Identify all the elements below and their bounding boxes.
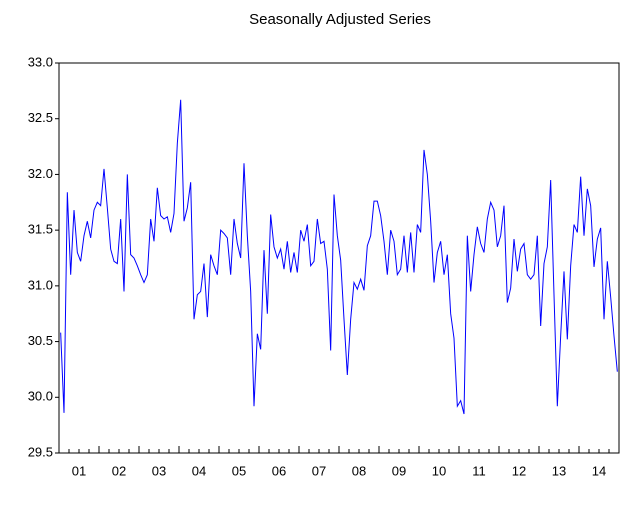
x-tick-label: 08 xyxy=(352,463,366,478)
x-tick-label: 01 xyxy=(72,463,86,478)
data-line xyxy=(60,99,618,415)
x-tick-label: 02 xyxy=(112,463,126,478)
y-tick-label: 30.5 xyxy=(28,333,53,348)
x-tick-label: 05 xyxy=(232,463,246,478)
y-tick-label: 30.0 xyxy=(28,389,53,404)
x-tick-label: 03 xyxy=(152,463,166,478)
chart-title: Seasonally Adjusted Series xyxy=(249,11,431,28)
x-tick-label: 04 xyxy=(192,463,206,478)
y-tick-label: 32.5 xyxy=(28,110,53,125)
x-tick-label: 12 xyxy=(512,463,526,478)
x-tick-label: 06 xyxy=(272,463,286,478)
y-tick-label: 33.0 xyxy=(28,54,53,69)
y-tick-label: 31.5 xyxy=(28,222,53,237)
x-tick-label: 09 xyxy=(392,463,406,478)
x-tick-label: 10 xyxy=(432,463,446,478)
y-tick-label: 29.5 xyxy=(28,444,53,459)
y-tick-label: 31.0 xyxy=(28,277,53,292)
x-tick-label: 11 xyxy=(472,463,486,478)
y-tick-label: 32.0 xyxy=(28,166,53,181)
x-tick-label: 14 xyxy=(592,463,606,478)
x-tick-label: 07 xyxy=(312,463,326,478)
x-tick-label: 13 xyxy=(552,463,566,478)
